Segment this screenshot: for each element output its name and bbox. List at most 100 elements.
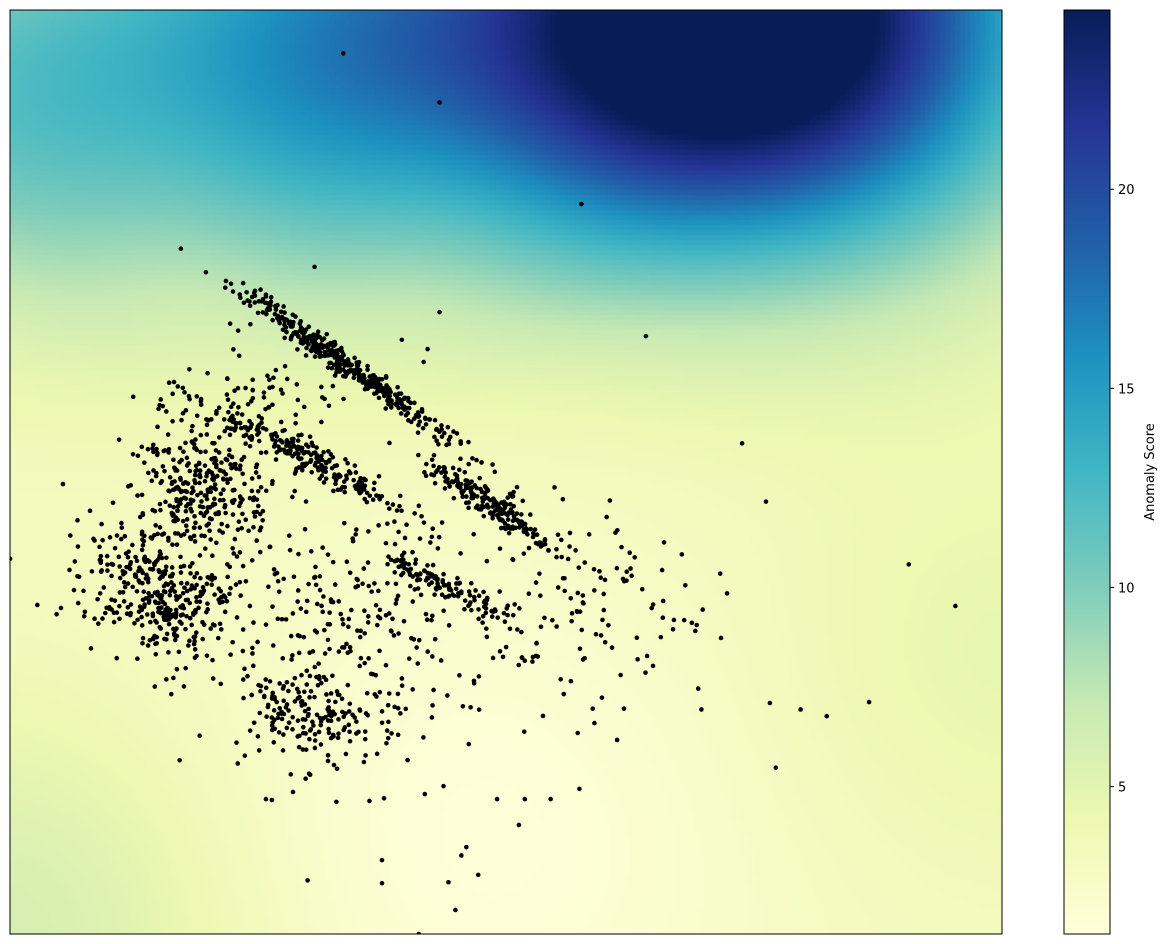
scatter-point	[436, 442, 441, 447]
scatter-point	[497, 546, 503, 551]
scatter-point	[429, 472, 434, 477]
scatter-point	[179, 417, 184, 423]
scatter-point	[671, 617, 677, 623]
scatter-point	[154, 446, 159, 452]
scatter-point	[235, 328, 241, 333]
scatter-point	[412, 400, 417, 406]
scatter-point	[418, 592, 424, 598]
scatter-point	[327, 646, 332, 652]
scatter-point	[306, 324, 312, 330]
scatter-point	[480, 620, 485, 625]
scatter-point	[327, 708, 332, 714]
scatter-point	[337, 369, 342, 374]
scatter-point	[567, 530, 573, 536]
scatter-point	[193, 630, 199, 635]
scatter-point	[169, 580, 174, 585]
scatter-point	[217, 621, 223, 627]
scatter-point	[207, 516, 213, 521]
scatter-point	[602, 577, 608, 583]
scatter-point	[574, 608, 580, 614]
scatter-point	[299, 467, 305, 473]
scatter-point	[476, 674, 482, 679]
scatter-point	[562, 588, 568, 594]
scatter-point	[309, 469, 315, 475]
scatter-point	[619, 544, 624, 550]
scatter-point	[347, 738, 353, 744]
scatter-point	[157, 594, 162, 599]
scatter-point	[408, 400, 414, 406]
scatter-point	[355, 628, 360, 633]
scatter-point	[306, 581, 311, 587]
scatter-point	[206, 521, 212, 527]
scatter-point	[381, 795, 387, 801]
scatter-point	[243, 441, 248, 446]
scatter-point	[118, 536, 124, 542]
scatter-point	[430, 613, 435, 619]
colorbar-tick-label: 20	[1118, 183, 1135, 198]
scatter-point	[263, 450, 269, 455]
scatter-point	[312, 628, 318, 633]
scatter-point	[159, 574, 164, 579]
scatter-point	[280, 656, 286, 661]
scatter-point	[325, 365, 331, 370]
scatter-point	[308, 688, 314, 694]
scatter-point	[178, 604, 183, 610]
scatter-point	[296, 433, 301, 438]
scatter-point	[443, 470, 449, 475]
scatter-point	[109, 573, 114, 579]
scatter-point	[300, 717, 306, 722]
scatter-point	[141, 538, 147, 544]
scatter-point	[290, 494, 295, 500]
scatter-point	[314, 455, 319, 461]
scatter-point	[457, 485, 463, 491]
scatter-point	[266, 404, 272, 410]
scatter-point	[191, 612, 196, 617]
scatter-point	[152, 590, 158, 596]
scatter-point	[439, 423, 444, 428]
scatter-point	[153, 641, 158, 647]
scatter-point	[172, 589, 178, 594]
scatter-point	[342, 484, 348, 490]
scatter-point	[451, 495, 457, 501]
scatter-point	[609, 645, 615, 650]
scatter-point	[386, 554, 391, 559]
scatter-point	[386, 396, 392, 402]
scatter-point	[532, 527, 538, 532]
scatter-point	[239, 525, 244, 531]
scatter-point	[567, 544, 572, 549]
scatter-point	[435, 581, 440, 587]
scatter-point	[286, 708, 291, 713]
scatter-point	[334, 463, 340, 468]
scatter-point	[270, 604, 275, 609]
scatter-point	[253, 470, 259, 475]
scatter-point	[273, 431, 278, 436]
scatter-point	[247, 443, 253, 449]
scatter-point	[441, 430, 447, 436]
scatter-point	[502, 619, 508, 625]
scatter-point	[367, 374, 372, 379]
scatter-point	[192, 539, 198, 544]
scatter-point	[365, 363, 370, 369]
scatter-point	[554, 546, 559, 552]
scatter-point	[510, 524, 516, 530]
scatter-point	[152, 562, 157, 568]
scatter-point	[426, 576, 431, 581]
scatter-point	[230, 413, 235, 419]
scatter-point	[345, 460, 350, 466]
scatter-point	[347, 644, 353, 650]
scatter-point	[349, 362, 354, 368]
scatter-point	[216, 450, 222, 455]
scatter-point	[331, 362, 337, 368]
scatter-point	[324, 331, 330, 337]
scatter-point	[146, 600, 152, 605]
scatter-point	[191, 533, 197, 539]
scatter-point	[253, 464, 259, 470]
scatter-point	[224, 425, 230, 431]
scatter-point	[151, 442, 156, 448]
scatter-point	[361, 476, 367, 482]
scatter-point	[210, 657, 215, 663]
scatter-point	[171, 675, 176, 681]
scatter-point	[396, 631, 401, 636]
scatter-point	[178, 613, 184, 618]
scatter-point	[560, 575, 566, 581]
